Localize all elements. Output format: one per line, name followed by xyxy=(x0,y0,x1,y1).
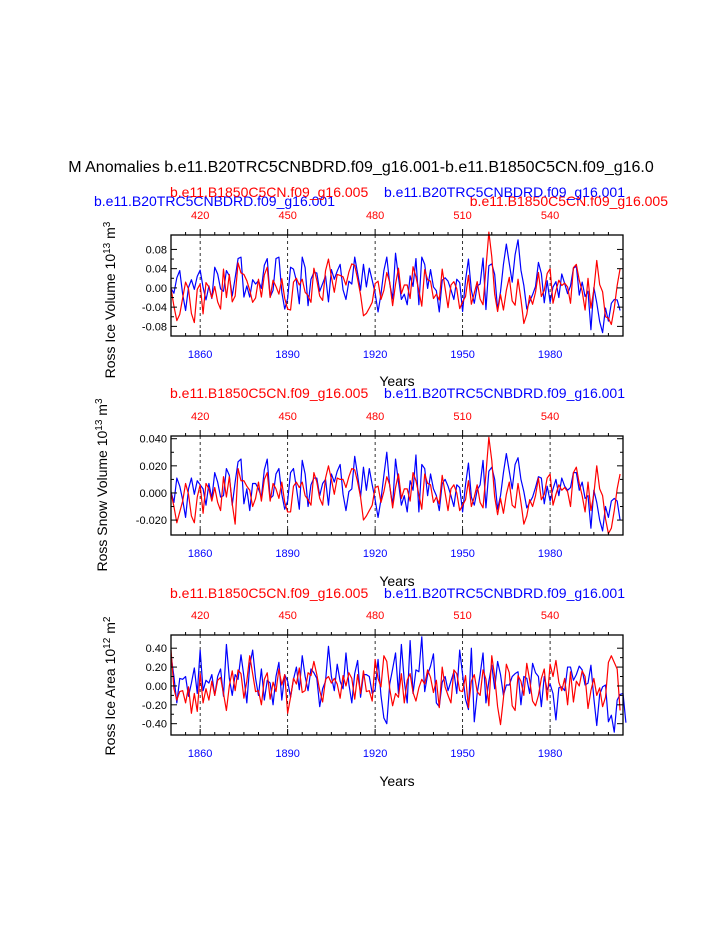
plot-frame xyxy=(170,234,624,337)
top-tick-label: 540 xyxy=(541,210,559,222)
y-tick-label: -0.04 xyxy=(142,302,167,314)
bottom-tick-label: 1980 xyxy=(538,349,562,361)
panel2-left-title: b.e11.B1850C5CN.f09_g16.005 xyxy=(170,385,368,401)
y-tick-label: -0.020 xyxy=(136,515,167,527)
y-tick-label: 0.000 xyxy=(139,488,167,500)
blue-series-line xyxy=(170,451,621,532)
y-tick-label: 0.08 xyxy=(146,244,167,256)
bottom-tick-label: 1860 xyxy=(188,748,212,760)
panel1-ylabel: Ross Ice Volume 1013 m3 xyxy=(102,221,118,378)
top-tick-label: 450 xyxy=(278,210,296,222)
panel3-xlabel: Years xyxy=(379,773,414,789)
bottom-tick-label: 1890 xyxy=(275,349,299,361)
panel2-xlabel: Years xyxy=(379,573,414,589)
top-tick-label: 540 xyxy=(541,610,559,622)
top-tick-label: 450 xyxy=(278,610,296,622)
panel1-xlabel: Years xyxy=(379,373,414,389)
y-tick-label: 0.04 xyxy=(146,264,167,276)
top-tick-label: 510 xyxy=(453,210,471,222)
blue-series-line xyxy=(170,239,621,334)
bottom-tick-label: 1860 xyxy=(188,548,212,560)
panel2-plot: 1860 1890 1920 1950 1980 420 450 480 510 540 0.040… xyxy=(136,411,624,560)
top-tick-label: 420 xyxy=(191,411,209,423)
red-series-line xyxy=(170,650,621,726)
y-tick-label: 0.040 xyxy=(139,434,167,446)
y-tick-label: -0.20 xyxy=(142,700,167,712)
top-tick-label: 510 xyxy=(453,610,471,622)
panel3-plot: 1860 1890 1920 1950 1980 420 450 480 510 540 0.40 0… xyxy=(142,610,627,760)
top-tick-label: 420 xyxy=(191,610,209,622)
panel-snow-volume: b.e11.B1850C5CN.f09_g16.005 b.e11.B20TRC… xyxy=(94,385,625,589)
panel3-ylabel: Ross Ice Area 1012 m2 xyxy=(102,616,118,755)
panel2-ylabel: Ross Snow Volume 1013 m3 xyxy=(94,398,110,572)
panel-ice-area: b.e11.B1850C5CN.f09_g16.005 b.e11.B20TRC… xyxy=(102,585,627,789)
y-tick-label: 0.40 xyxy=(146,643,167,655)
y-tick-label: -0.08 xyxy=(142,321,167,333)
red-series-line xyxy=(170,231,621,326)
panel1-right-title-overlay: b.e11.B20TRC5CNBDRD.f09_g16.001 xyxy=(384,184,625,200)
bottom-tick-label: 1950 xyxy=(450,748,474,760)
panel1-right-title: b.e11.B1850C5CN.f09_g16.005 xyxy=(470,193,668,209)
y-tick-label: 0.00 xyxy=(146,681,167,693)
bottom-tick-label: 1890 xyxy=(275,748,299,760)
y-tick-label: 0.020 xyxy=(139,461,167,473)
panel1-plot: 1860 1890 1920 1950 1980 420 450 480 510 540 0.08 0… xyxy=(142,210,624,361)
plot-frame xyxy=(170,634,624,736)
y-tick-label: 0.00 xyxy=(146,283,167,295)
panel1-left-title: b.e11.B20TRC5CNBDRD.f09_g16.001 xyxy=(94,193,335,209)
bottom-tick-label: 1890 xyxy=(275,548,299,560)
y-tick-label: -0.40 xyxy=(142,719,167,731)
top-tick-label: 480 xyxy=(366,411,384,423)
blue-series-line xyxy=(170,636,627,733)
bottom-tick-label: 1860 xyxy=(188,349,212,361)
panel3-left-title: b.e11.B1850C5CN.f09_g16.005 xyxy=(170,585,368,601)
red-series-line xyxy=(170,436,621,535)
plot-frame xyxy=(170,435,624,536)
bottom-tick-label: 1920 xyxy=(363,349,387,361)
panel1-left-title-overlay: b.e11.B1850C5CN.f09_g16.005 xyxy=(170,184,368,200)
panel-ice-volume: b.e11.B20TRC5CNBDRD.f09_g16.001 b.e11.B1… xyxy=(94,184,668,389)
top-tick-label: 420 xyxy=(191,210,209,222)
top-tick-label: 480 xyxy=(366,210,384,222)
top-tick-label: 510 xyxy=(453,411,471,423)
y-tick-label: 0.20 xyxy=(146,662,167,674)
bottom-tick-label: 1980 xyxy=(538,748,562,760)
bottom-tick-label: 1980 xyxy=(538,548,562,560)
top-tick-label: 480 xyxy=(366,610,384,622)
figure-title: M Anomalies b.e11.B20TRC5CNBDRD.f09_g16.… xyxy=(68,159,654,176)
bottom-tick-label: 1950 xyxy=(450,548,474,560)
top-tick-label: 450 xyxy=(278,411,296,423)
top-tick-label: 540 xyxy=(541,411,559,423)
bottom-tick-label: 1950 xyxy=(450,349,474,361)
panel2-right-title: b.e11.B20TRC5CNBDRD.f09_g16.001 xyxy=(384,385,625,401)
panel3-right-title: b.e11.B20TRC5CNBDRD.f09_g16.001 xyxy=(384,585,625,601)
bottom-tick-label: 1920 xyxy=(363,748,387,760)
bottom-tick-label: 1920 xyxy=(363,548,387,560)
